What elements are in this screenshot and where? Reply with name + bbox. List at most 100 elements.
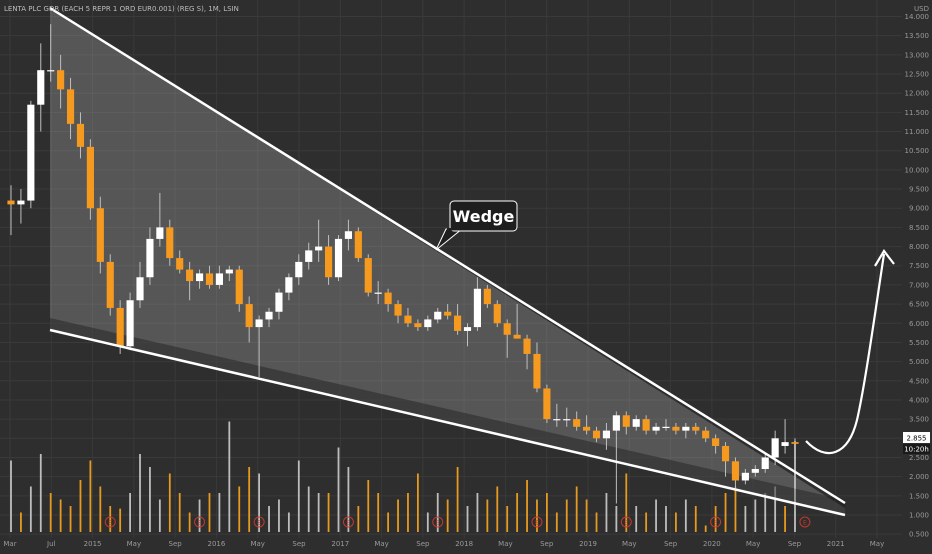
earnings-marker-icon [531,516,543,528]
volume-bar [456,467,459,532]
volume-bar [704,525,707,532]
volume-bar [149,467,151,532]
volume-bar [595,512,598,532]
volume-bar [119,508,122,532]
candle-body [285,277,293,293]
volume-bar [129,493,131,532]
volume-bar [645,512,648,532]
volume-bar [516,493,519,532]
candle-body [235,269,243,305]
candle-body [225,269,233,274]
candle-body [47,70,55,72]
volume-bar [248,467,251,532]
volume-bar [258,473,261,532]
candle-body [573,419,581,427]
earnings-marker-label: E [535,520,539,527]
candle-body [136,277,144,301]
volume-bar [357,506,360,532]
time-tick-label: 2021 [827,540,845,548]
candle-body [7,200,15,205]
candlesticks [7,24,799,531]
time-tick-label: Mar [3,540,16,548]
volume-bar [109,506,112,532]
time-tick-label: May [127,540,141,548]
earnings-marker-label: E [714,520,718,527]
candle-body [195,273,204,282]
price-tick-label: 4.500 [909,377,929,385]
trend-lines [49,6,895,517]
time-tick-label: Sep [540,540,554,548]
volume-bar [694,506,697,532]
candle-body [86,146,94,209]
candle-body [563,419,571,421]
candle-body [106,261,114,308]
wedge-pattern [50,8,845,515]
price-tick-label: 12.500 [905,71,930,79]
time-tick-label: May [870,540,884,548]
volume-bar [297,460,300,532]
candle-body [513,334,521,339]
candle-body [483,288,491,305]
candle-body [702,430,710,439]
price-tick-label: 9.500 [909,186,929,194]
wedge-upper-line [49,6,846,505]
candle-body [57,70,65,90]
candle-body [17,200,25,205]
volume-bar [188,512,191,532]
volume-bar [446,499,449,532]
candle-body [255,319,263,328]
volume-bar [426,512,429,532]
volume-bar [218,493,221,532]
price-tick-label: 5.000 [909,358,929,366]
volume-bar [208,493,211,532]
price-tick-label: 2.500 [909,454,929,462]
volume-bar [168,473,171,532]
volume-bar [476,493,479,532]
candle-body [424,319,432,328]
candle-body [37,70,45,105]
volume-bar [387,512,390,532]
candle-body [612,415,620,431]
last-price-tag: 2.855 10:20h [903,432,930,454]
volume-bar [29,486,32,532]
time-tick-label: Sep [416,540,430,548]
candle-body [384,292,392,305]
candle-body [712,438,720,446]
volume-bar [585,499,588,532]
candle-body [761,457,769,469]
price-axis-background [902,0,932,550]
time-tick-label: May [622,540,636,548]
candle-body [126,300,134,347]
projection-arrow [805,253,886,455]
earnings-marker-label: E [436,520,440,527]
candle-body [156,227,164,239]
volume-bar [347,467,350,532]
candle-body [27,104,35,201]
price-tick-label: 7.000 [909,281,929,289]
volume-bar [436,493,439,532]
price-tick-label: 1.500 [909,492,929,500]
price-tick-label: 13.000 [905,51,930,59]
candle-body [116,307,124,347]
candle-body [592,430,601,439]
time-tick-label: May [250,540,264,548]
earnings-marker-icon [620,516,632,528]
candle-body [275,292,283,312]
volume-bar [724,493,727,532]
time-tick-label: May [374,540,388,548]
volume-bar [158,499,161,532]
price-tick-label: 8.000 [909,243,929,251]
volume-bar [238,486,241,532]
volume-bar [734,486,737,532]
price-tick-label: 8.500 [909,224,929,232]
candle-body [176,258,184,270]
candle-body [771,438,779,458]
candle-body [374,292,382,294]
volume-bar [367,480,370,532]
candle-body [791,442,799,444]
candle-body [265,311,273,320]
wedge-fill [50,8,845,515]
